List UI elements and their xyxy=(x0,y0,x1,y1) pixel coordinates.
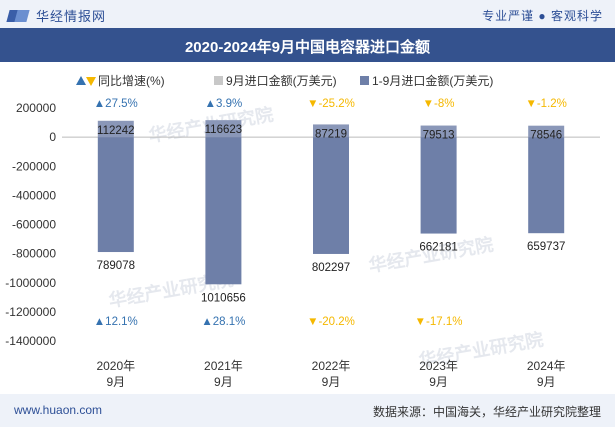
legend-label: 9月进口金额(万美元) xyxy=(226,73,337,88)
yoy-label-monthly: ▼-25.2% xyxy=(307,98,355,110)
legend-swatch-monthly xyxy=(214,76,223,85)
y-tick-label: -200000 xyxy=(12,159,56,173)
logo-text: 华经情报网 xyxy=(36,9,107,24)
footer-bar: www.huaon.com 数据来源：中国海关，华经产业研究院整理 xyxy=(0,394,615,427)
y-tick-label: -600000 xyxy=(12,218,56,232)
value-label-monthly: 116623 xyxy=(205,124,243,136)
yoy-label-monthly: ▲27.5% xyxy=(94,98,138,110)
legend-down-triangle-icon xyxy=(86,77,96,86)
bar-cumulative xyxy=(528,137,565,234)
bar-monthly xyxy=(528,125,565,138)
value-label-cumulative: 789078 xyxy=(97,260,135,272)
x-tick-label: 9月 xyxy=(537,375,556,389)
value-label-cumulative: 802297 xyxy=(312,262,350,274)
legend-up-triangle-icon xyxy=(76,76,86,85)
x-tick-label: 9月 xyxy=(214,375,233,389)
bar-monthly xyxy=(313,124,349,138)
y-tick-label: -1400000 xyxy=(5,334,56,348)
value-label-cumulative: 659737 xyxy=(527,241,565,253)
brand-logo: 华经情报网 xyxy=(6,6,107,25)
x-tick-label: 9月 xyxy=(322,375,341,389)
value-label-cumulative: 662181 xyxy=(419,242,457,254)
bar-cumulative xyxy=(97,137,134,253)
chart-title: 2020-2024年9月中国电容器进口金额 xyxy=(184,39,431,56)
value-label-monthly: 87219 xyxy=(315,128,347,140)
logo-icon xyxy=(6,8,30,24)
bar-chart: 华经产业研究院华经产业研究院华经产业研究院华经产业研究院2000000-2000… xyxy=(5,73,600,389)
y-tick-label: -800000 xyxy=(12,247,56,261)
top-bar: 华经情报网 专业严谨 ● 客观科学 xyxy=(0,0,615,28)
data-source: 数据来源：中国海关，华经产业研究院整理 xyxy=(372,405,601,419)
legend-label: 同比增速(%) xyxy=(98,74,165,88)
x-tick-label: 9月 xyxy=(106,375,125,389)
y-tick-label: -1000000 xyxy=(5,276,56,290)
yoy-label-monthly: ▲3.9% xyxy=(205,98,243,110)
x-tick-label: 2021年 xyxy=(204,359,243,373)
y-tick-label: -1200000 xyxy=(5,305,56,319)
bar-monthly xyxy=(205,120,242,138)
x-tick-label: 2022年 xyxy=(312,359,351,373)
bar-monthly xyxy=(420,125,457,138)
title-bar: 2020-2024年9月中国电容器进口金额 xyxy=(0,28,615,62)
yoy-label-cumulative: ▼-17.1% xyxy=(415,316,463,328)
slogan: 专业严谨 ● 客观科学 xyxy=(482,9,603,23)
yoy-label-cumulative: ▼-20.2% xyxy=(307,316,355,328)
legend-swatch-cumulative xyxy=(360,76,369,85)
bar-cumulative xyxy=(313,137,349,254)
legend-label: 1-9月进口金额(万美元) xyxy=(372,73,493,88)
value-label-monthly: 78546 xyxy=(530,130,562,142)
y-tick-label: 0 xyxy=(49,130,56,144)
watermark-text: 华经产业研究院 xyxy=(367,233,495,276)
yoy-label-cumulative: ▲28.1% xyxy=(201,316,245,328)
x-tick-label: 2020年 xyxy=(96,359,135,373)
website-link[interactable]: www.huaon.com xyxy=(14,403,103,417)
y-tick-label: 200000 xyxy=(16,101,56,115)
y-tick-label: -400000 xyxy=(12,188,56,202)
yoy-label-monthly: ▼-8% xyxy=(423,98,455,110)
value-label-monthly: 79513 xyxy=(423,130,455,142)
bar-cumulative xyxy=(205,137,242,285)
x-tick-label: 2023年 xyxy=(419,359,458,373)
bar-monthly xyxy=(97,120,134,138)
bar-cumulative xyxy=(420,137,457,234)
value-label-monthly: 112242 xyxy=(97,125,135,137)
value-label-cumulative: 1010656 xyxy=(201,292,246,304)
yoy-label-monthly: ▼-1.2% xyxy=(525,98,566,110)
x-tick-label: 9月 xyxy=(429,375,448,389)
yoy-label-cumulative: ▲12.1% xyxy=(94,316,138,328)
x-tick-label: 2024年 xyxy=(527,359,566,373)
